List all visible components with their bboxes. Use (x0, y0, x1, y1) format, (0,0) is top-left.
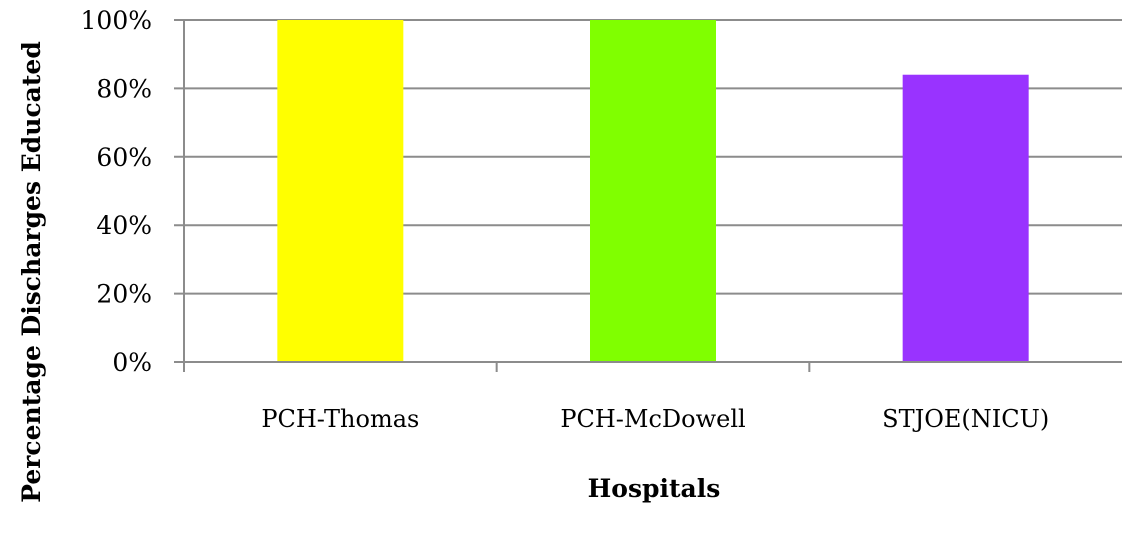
x-tick-label: PCH-Thomas (261, 405, 419, 433)
y-tick-label: 40% (96, 211, 152, 240)
y-tick-label: 80% (96, 74, 152, 103)
x-tick-labels: PCH-Thomas PCH-McDowell STJOE(NICU) (261, 405, 1049, 433)
x-tick-label: STJOE(NICU) (882, 405, 1049, 433)
y-axis-title: Percentage Discharges Educated (17, 41, 46, 503)
bar-pch-thomas (277, 20, 404, 362)
y-tick-label: 20% (96, 280, 152, 309)
y-tick-label: 0% (112, 348, 152, 377)
y-tick-label: 60% (96, 143, 152, 172)
x-axis-title: Hospitals (588, 474, 721, 503)
y-tick-labels: 0% 20% 40% 60% 80% 100% (81, 6, 152, 377)
x-tick-label: PCH-McDowell (560, 405, 745, 433)
axes (174, 20, 1122, 372)
bars (277, 20, 1029, 362)
bar-stjoe-nicu (902, 74, 1029, 362)
y-tick-label: 100% (81, 6, 152, 35)
bar-pch-mcdowell (590, 20, 716, 362)
